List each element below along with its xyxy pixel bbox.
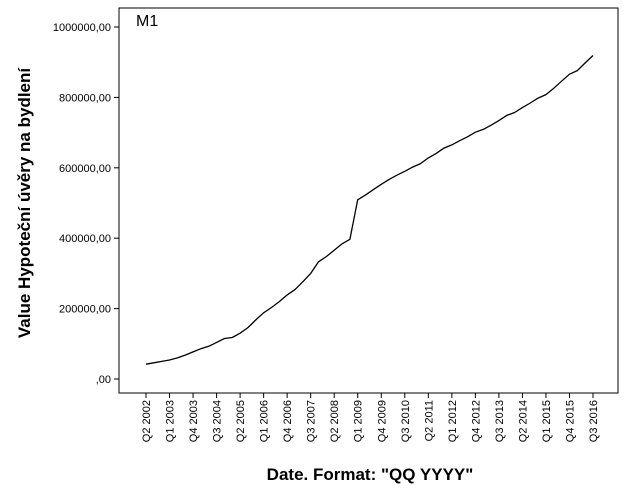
y-tick-label: 800000,00 [59,92,111,104]
x-tick-label: Q4 2012 [470,400,482,442]
x-tick-label: Q3 2013 [494,400,506,442]
y-axis-title: Value Hypoteční úvěry na bydlení [15,67,34,338]
x-axis: Q2 2002 Q1 2003 Q4 2003 Q3 2004 Q2 2005 Q1 20… [141,393,600,442]
x-tick-label: Q1 2006 [259,400,271,442]
x-tick-label: Q4 2015 [564,400,576,442]
plot-frame [118,7,619,394]
x-tick-label: Q3 2007 [306,400,318,442]
y-tick-label: 200000,00 [59,304,111,316]
x-tick-label: Q3 2016 [588,400,600,442]
series-line [145,55,594,365]
x-tick-label: Q4 2003 [188,400,200,442]
x-tick-label: Q4 2006 [282,400,294,442]
x-tick-label: Q2 2002 [141,400,153,442]
x-tick-label: Q2 2011 [423,400,435,441]
x-tick-label: Q3 2010 [400,400,412,442]
x-tick-label: Q1 2012 [447,400,459,442]
x-tick-label: Q2 2008 [329,400,341,442]
x-tick-label: Q1 2015 [541,400,553,442]
x-tick-label: Q3 2004 [212,400,224,442]
y-tick-label: 600000,00 [59,163,111,175]
x-tick-label: Q1 2009 [353,400,365,442]
series-layer [145,55,594,365]
y-tick-label: 400000,00 [59,233,111,245]
y-tick-label: 1000000,00 [53,22,111,34]
y-tick-label: ,00 [96,374,111,386]
y-axis: ,00 200000,00 400000,00 600000,00 800000,00 1… [53,22,119,386]
panel-label: M1 [136,13,158,30]
x-axis-title: Date. Format: "QQ YYYY" [267,465,474,484]
x-tick-label: Q4 2009 [376,400,388,442]
x-tick-label: Q2 2005 [235,400,247,442]
x-tick-label: Q2 2014 [517,400,529,442]
x-tick-label: Q1 2003 [165,400,177,442]
